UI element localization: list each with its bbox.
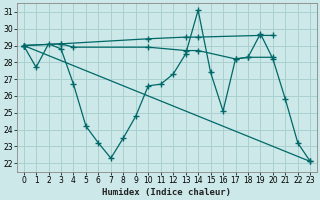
- X-axis label: Humidex (Indice chaleur): Humidex (Indice chaleur): [102, 188, 231, 197]
